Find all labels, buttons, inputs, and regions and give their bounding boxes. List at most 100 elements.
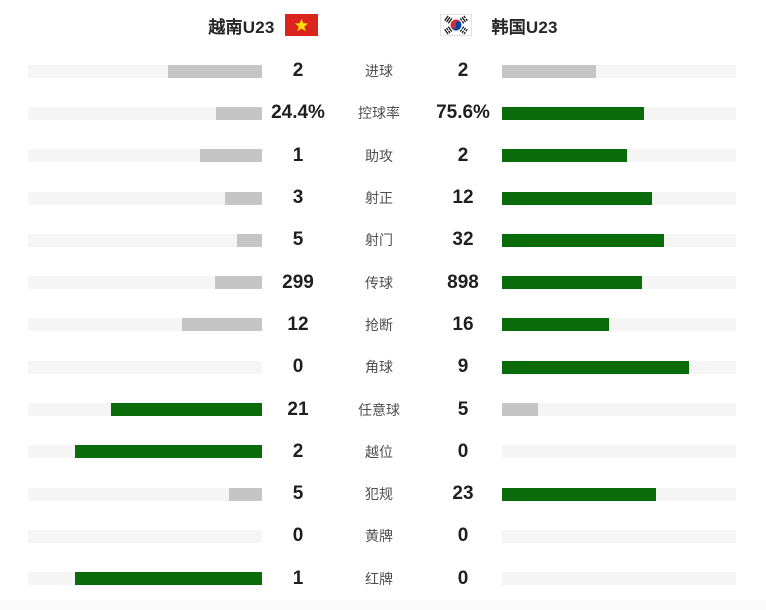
stat-row: 0 黄牌 0 (0, 515, 766, 557)
away-value: 5 (457, 398, 469, 420)
home-value: 5 (292, 229, 304, 251)
home-stat-bar (28, 487, 262, 501)
away-value: 75.6% (436, 102, 490, 124)
away-bar-fill (502, 233, 664, 247)
stat-row: 1 红牌 0 (0, 558, 766, 600)
home-value: 2 (292, 440, 304, 462)
away-value: 12 (452, 187, 474, 209)
away-stat-bar (502, 529, 736, 543)
stat-label: 进球 (365, 63, 393, 80)
stat-label: 射正 (365, 190, 393, 207)
stat-center: 21 任意球 5 (262, 399, 502, 421)
away-value: 9 (457, 356, 469, 378)
away-value: 2 (457, 60, 469, 82)
away-bar-fill (502, 106, 644, 120)
away-value: 23 (452, 483, 474, 505)
home-stat-bar (28, 149, 262, 163)
vietnam-flag-icon (284, 14, 318, 36)
home-stat-bar (28, 529, 262, 543)
home-bar-fill (110, 403, 262, 417)
stat-center: 3 射正 12 (262, 187, 502, 209)
stat-label: 角球 (365, 359, 393, 376)
away-stat-bar (502, 191, 736, 205)
away-stat-bar (502, 360, 736, 374)
home-stat-bar (28, 445, 262, 459)
stat-center: 0 黄牌 0 (262, 525, 502, 547)
stat-row: 2 越位 0 (0, 431, 766, 473)
stat-center: 5 犯规 23 (262, 483, 502, 505)
home-value: 2 (292, 60, 304, 82)
home-bar-fill (74, 572, 262, 586)
home-value: 0 (292, 356, 304, 378)
stat-label: 控球率 (358, 105, 400, 122)
home-stat-bar (28, 572, 262, 586)
home-bar-fill (224, 191, 262, 205)
away-value: 32 (452, 229, 474, 251)
away-value: 16 (452, 313, 474, 335)
away-stat-bar (502, 318, 736, 332)
stat-label: 黄牌 (365, 528, 393, 545)
stat-row: 5 犯规 23 (0, 473, 766, 515)
stat-label: 越位 (365, 443, 393, 460)
away-bar-fill (502, 276, 643, 290)
home-value: 24.4% (271, 102, 325, 124)
away-bar-fill (502, 149, 627, 163)
home-value: 5 (292, 483, 304, 505)
stat-label: 任意球 (358, 401, 400, 418)
stat-row: 12 抢断 16 (0, 304, 766, 346)
stat-center: 1 助攻 2 (262, 145, 502, 167)
stat-row: 3 射正 12 (0, 177, 766, 219)
stat-center: 24.4% 控球率 75.6% (262, 102, 502, 124)
home-stat-bar (28, 318, 262, 332)
home-stat-bar (28, 233, 262, 247)
home-stat-bar (28, 106, 262, 120)
bottom-divider (0, 599, 766, 610)
away-bar-fill (502, 318, 609, 332)
stat-label: 抢断 (365, 316, 393, 333)
stat-row: 24.4% 控球率 75.6% (0, 92, 766, 134)
away-bar-fill (502, 360, 690, 374)
stat-label: 助攻 (365, 147, 393, 164)
home-team-name: 越南U23 (208, 17, 275, 37)
stat-label: 红牌 (365, 570, 393, 587)
away-value: 898 (447, 271, 479, 293)
away-stat-bar (502, 445, 736, 459)
stat-row: 0 角球 9 (0, 346, 766, 388)
away-stat-bar (502, 106, 736, 120)
home-bar-fill (181, 318, 262, 332)
home-bar-fill (199, 149, 262, 163)
home-bar-fill (228, 487, 262, 501)
home-value: 299 (282, 271, 314, 293)
home-value: 1 (292, 144, 304, 166)
away-value: 0 (457, 440, 469, 462)
home-stat-bar (28, 64, 262, 78)
away-team-name: 韩国U23 (491, 17, 558, 37)
home-bar-fill (168, 64, 262, 78)
away-stat-bar (502, 572, 736, 586)
away-bar-fill (502, 487, 656, 501)
home-stat-bar (28, 191, 262, 205)
stat-center: 299 传球 898 (262, 272, 502, 294)
home-bar-fill (215, 276, 262, 290)
stats-rows: 2 进球 2 24.4% 控球率 75.6% 1 助攻 2 (0, 50, 766, 600)
away-value: 0 (457, 567, 469, 589)
away-stat-bar (502, 233, 736, 247)
away-stat-bar (502, 64, 736, 78)
away-stat-bar (502, 276, 736, 290)
stat-center: 0 角球 9 (262, 356, 502, 378)
south-korea-flag-icon (439, 14, 472, 36)
stat-row: 21 任意球 5 (0, 388, 766, 430)
away-bar-fill (502, 403, 538, 417)
stat-row: 299 传球 898 (0, 261, 766, 303)
stat-label: 犯规 (365, 486, 393, 503)
stats-header: 越南U23 (0, 0, 766, 50)
stat-row: 5 射门 32 (0, 219, 766, 261)
home-value: 3 (292, 187, 304, 209)
away-stat-bar (502, 403, 736, 417)
home-stat-bar (28, 276, 262, 290)
stat-center: 2 进球 2 (262, 60, 502, 82)
home-value: 21 (287, 398, 309, 420)
stat-center: 12 抢断 16 (262, 314, 502, 336)
stat-row: 1 助攻 2 (0, 135, 766, 177)
